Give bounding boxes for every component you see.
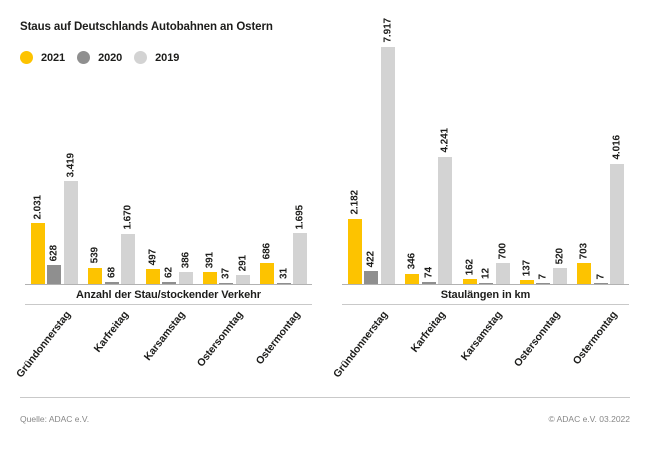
bar-2020-Ostermontag	[276, 283, 291, 284]
value-label-2020-Ostermontag: 31	[278, 268, 290, 279]
value-label-2020-Karsamstag: 62	[163, 267, 175, 279]
bar-2021-Karfreitag	[405, 273, 420, 284]
bar-2021-Karsamstag	[462, 279, 477, 284]
bar-2021-Karsamstag	[145, 269, 160, 284]
legend-label-2021: 2021	[41, 51, 66, 64]
legend-dot-2020	[77, 51, 91, 64]
bar-2020-Ostermontag	[593, 283, 608, 284]
axis-underline	[342, 304, 629, 305]
bar-2020-Gründonnerstag	[47, 265, 62, 284]
value-label-2019-Gründonnerstag: 7.917	[382, 17, 394, 43]
value-label-2021-Ostermontag: 703	[578, 242, 590, 259]
value-label-2021-Karfreitag: 346	[406, 253, 418, 270]
value-label-2021-Karfreitag: 539	[89, 247, 101, 264]
value-label-2019-Ostersonntag: 291	[237, 254, 249, 272]
value-label-2020-Ostersonntag: 37	[220, 267, 232, 279]
bar-2019-Ostermontag	[610, 163, 625, 284]
value-label-2020-Karsamstag: 12	[480, 268, 492, 279]
bar-2020-Karsamstag	[479, 283, 493, 284]
bar-2019-Ostersonntag	[552, 268, 567, 284]
category-label-Gründonnerstag: Gründonnerstag	[330, 309, 391, 381]
value-label-2019-Ostermontag: 1.695	[294, 204, 306, 230]
bar-2019-Ostermontag	[293, 233, 308, 284]
category-label-Karfreitag: Karfreitag	[408, 309, 448, 355]
legend-item-2021: 2021	[20, 51, 65, 64]
legend-item-2019: 2019	[134, 51, 179, 64]
category-label-Ostermontag: Ostermontag	[253, 309, 303, 368]
legend-dot-2021	[20, 51, 33, 64]
bar-2020-Gründonnerstag	[364, 271, 379, 284]
legend: 2021 2020 2019	[20, 51, 179, 64]
bar-2021-Ostermontag	[260, 263, 275, 284]
footer-copyright: © ADAC e.V. 03.2022	[548, 414, 630, 424]
value-label-2019-Karsamstag: 700	[497, 242, 508, 259]
category-label-Ostermontag: Ostermontag	[570, 309, 620, 368]
axis-title-anzahl: Anzahl der Stau/stockender Verkehr	[76, 289, 261, 301]
axis-title-staulaengen: Staulängen in km	[440, 289, 531, 301]
value-label-2020-Gründonnerstag: 628	[48, 244, 60, 262]
bar-2019-Gründonnerstag	[380, 46, 395, 284]
value-label-2021-Karsamstag: 162	[464, 258, 475, 276]
value-label-2021-Karsamstag: 497	[147, 248, 158, 266]
bar-2021-Gründonnerstag	[30, 223, 45, 284]
bar-2019-Karsamstag	[495, 263, 510, 284]
bar-2019-Karfreitag	[438, 156, 453, 284]
legend-dot-2019	[134, 51, 148, 64]
category-label-Ostersonntag: Ostersonntag	[194, 309, 246, 370]
legend-label-2019: 2019	[155, 51, 180, 64]
legend-item-2020: 2020	[77, 51, 122, 64]
value-label-2020-Karfreitag: 74	[423, 266, 435, 278]
value-label-2021-Ostersonntag: 137	[521, 259, 533, 276]
bar-2020-Karsamstag	[162, 282, 176, 284]
value-label-2019-Karsamstag: 386	[180, 252, 191, 269]
value-label-2019-Ostersonntag: 520	[554, 248, 566, 265]
bar-2019-Karfreitag	[121, 233, 136, 284]
bar-2020-Ostersonntag	[219, 282, 234, 284]
value-label-2019-Karfreitag: 4.241	[439, 128, 451, 153]
bar-2020-Ostersonntag	[536, 283, 551, 284]
bar-2020-Karfreitag	[421, 281, 436, 284]
footer-divider	[20, 397, 630, 398]
category-label-Ostersonntag: Ostersonntag	[511, 309, 563, 370]
axis-underline	[25, 304, 312, 305]
value-label-2020-Gründonnerstag: 422	[365, 250, 377, 268]
bar-2021-Ostersonntag	[519, 279, 534, 284]
page-title: Staus auf Deutschlands Autobahnen an Ost…	[20, 21, 273, 33]
value-label-2020-Ostersonntag: 7	[537, 273, 549, 279]
bar-chart-stau-anzahl: 2.031 628 3.419 539 68 1.670 497 62 386 391 37 291 6…	[14, 12, 312, 397]
bar-2021-Ostersonntag	[202, 272, 217, 284]
value-label-2019-Ostermontag: 4.016	[611, 135, 623, 160]
value-label-2021-Ostersonntag: 391	[204, 251, 216, 269]
bar-2019-Karsamstag	[178, 272, 193, 284]
value-label-2019-Gründonnerstag: 3.419	[65, 152, 77, 178]
category-labels-staulaengen: Gründonnerstag Karfreitag Karsamstag Osters…	[331, 305, 629, 397]
plot-area-staulaengen: 2.182 422 7.917 346 74 4.241 162 12 700 137 7 520 70…	[342, 12, 629, 285]
value-label-2019-Karfreitag: 1.670	[122, 205, 134, 230]
value-label-2021-Gründonnerstag: 2.182	[349, 190, 361, 215]
value-label-2020-Karfreitag: 68	[106, 267, 118, 278]
bar-2021-Ostermontag	[577, 262, 592, 284]
category-labels-anzahl: Gründonnerstag Karfreitag Karsamstag Osters…	[14, 305, 312, 397]
bar-2021-Gründonnerstag	[347, 218, 362, 284]
bar-2021-Karfreitag	[88, 267, 103, 284]
bar-2019-Ostersonntag	[235, 275, 250, 284]
bar-2020-Karfreitag	[104, 282, 119, 284]
footer-source: Quelle: ADAC e.V.	[20, 414, 90, 424]
value-label-2021-Gründonnerstag: 2.031	[32, 194, 44, 220]
value-label-2021-Ostermontag: 686	[261, 243, 273, 260]
value-label-2020-Ostermontag: 7	[595, 273, 607, 279]
legend-label-2020: 2020	[98, 51, 123, 64]
bar-chart-staulaengen: 2.182 422 7.917 346 74 4.241 162 12 700 137 7 520 70…	[331, 12, 629, 397]
category-label-Gründonnerstag: Gründonnerstag	[13, 309, 74, 381]
plot-area-anzahl: 2.031 628 3.419 539 68 1.670 497 62 386 391 37 291 6…	[25, 12, 312, 285]
category-label-Karsamstag: Karsamstag	[142, 309, 188, 363]
category-label-Karfreitag: Karfreitag	[91, 309, 131, 355]
category-label-Karsamstag: Karsamstag	[459, 309, 505, 363]
bar-2019-Gründonnerstag	[63, 181, 78, 284]
